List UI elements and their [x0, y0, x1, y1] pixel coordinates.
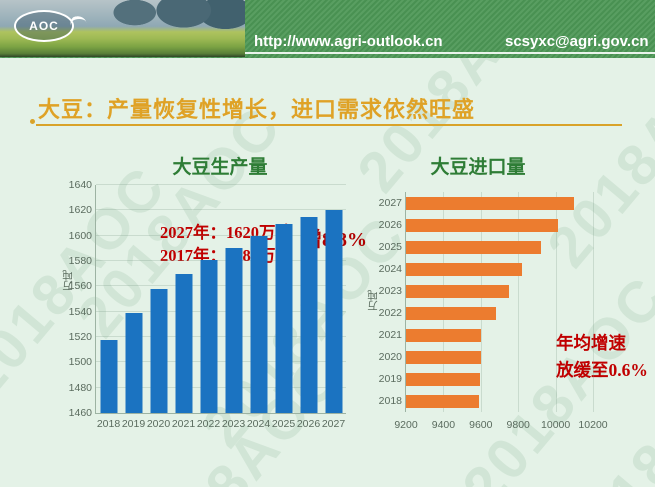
x-tick-9400: 9400 — [431, 419, 456, 431]
import-bar-2027 — [406, 196, 575, 210]
import-annotation: 年均增速 放缓至0.6% — [556, 330, 648, 384]
y-tick-1560: 1560 — [68, 280, 92, 293]
production-bar-2020 — [150, 288, 167, 413]
gridline-y-1540 — [96, 310, 346, 312]
y-tick-1620: 1620 — [68, 204, 92, 217]
x-tick-2026: 2026 — [296, 418, 321, 430]
header-divider — [0, 52, 655, 54]
production-bar-2027 — [325, 210, 342, 413]
y-tick-2025: 2025 — [378, 241, 402, 253]
import-bar-2019 — [406, 372, 480, 386]
import-bar-2024 — [406, 262, 522, 276]
x-tick-10200: 10200 — [578, 419, 608, 431]
gridline-y-1580 — [96, 260, 346, 262]
y-tick-2019: 2019 — [378, 373, 402, 385]
y-tick-2023: 2023 — [378, 285, 402, 297]
x-tick-2021: 2021 — [171, 418, 196, 430]
gridline-y-1600 — [96, 234, 346, 236]
gridline-x-10000 — [555, 192, 557, 412]
gridline-y-1500 — [96, 361, 346, 363]
import-bar-2025 — [406, 240, 541, 254]
import-bar-2020 — [406, 350, 481, 364]
y-tick-2024: 2024 — [378, 263, 402, 275]
production-plot: 2027年：1620万吨 2017年：1489万吨 增8.8% 14601480… — [69, 179, 367, 430]
import-bar-2022 — [406, 306, 496, 320]
production-bar-2023 — [225, 248, 242, 413]
production-bar-2026 — [300, 216, 317, 413]
import-annotation-line1: 年均增速 — [556, 333, 626, 353]
gridline-y-1480 — [96, 386, 346, 388]
production-bar-2025 — [275, 224, 292, 413]
x-tick-2020: 2020 — [146, 418, 171, 430]
y-tick-1580: 1580 — [68, 255, 92, 268]
y-tick-2026: 2026 — [378, 219, 402, 231]
y-tick-1600: 1600 — [68, 229, 92, 242]
import-chart-title: 大豆进口量 — [430, 157, 526, 178]
gridline-y-1620 — [96, 209, 346, 211]
x-tick-2024: 2024 — [246, 418, 271, 430]
import-bar-2021 — [406, 328, 481, 342]
header-url-link[interactable]: http://www.agri-outlook.cn — [254, 33, 443, 50]
header-banner: AOC http://www.agri-outlook.cn scsyxc@ag… — [0, 0, 655, 58]
gridline-x-9600 — [480, 192, 482, 412]
x-tick-9800: 9800 — [506, 419, 530, 431]
gridline-y-1640 — [96, 184, 346, 185]
import-bar-2023 — [406, 284, 509, 298]
production-bar-2024 — [250, 235, 267, 413]
y-tick-1520: 1520 — [68, 331, 92, 344]
y-tick-2020: 2020 — [378, 351, 402, 363]
x-tick-2027: 2027 — [321, 418, 346, 430]
y-tick-2022: 2022 — [378, 307, 402, 319]
gridline-y-1520 — [96, 336, 346, 338]
x-tick-10000: 10000 — [541, 419, 571, 431]
y-tick-2027: 2027 — [378, 197, 402, 209]
aoc-logo: AOC — [14, 10, 74, 42]
x-tick-2018: 2018 — [96, 418, 121, 430]
header-landscape-photo: AOC — [0, 0, 245, 57]
import-plot: 年均增速 放缓至0.6% 9200 9400 9600 9800 10000 10200 2… — [379, 192, 648, 431]
x-tick-9600: 9600 — [469, 419, 493, 431]
production-chart-title: 大豆生产量 — [172, 157, 268, 178]
x-tick-2025: 2025 — [271, 418, 296, 430]
aoc-logo-text: AOC — [29, 19, 59, 33]
x-tick-2022: 2022 — [196, 418, 221, 430]
y-tick-1460: 1460 — [68, 407, 92, 419]
gridline-x-9400 — [443, 192, 445, 412]
import-bar-2018 — [406, 394, 479, 408]
import-bar-2026 — [406, 218, 558, 232]
import-chart-panel: 大豆进口量 万吨 年均增速 放缓至0.6% 9200 9400 9600 9800 10… — [363, 150, 655, 442]
production-chart-panel: 大豆生产量 万吨 2027年：1620万吨 2017年：1489万吨 增8.8%… — [60, 150, 367, 442]
title-underline-dot — [30, 119, 35, 124]
title-underline — [36, 124, 622, 126]
production-bar-2019 — [125, 312, 142, 413]
x-tick-2023: 2023 — [221, 418, 246, 430]
production-bar-2021 — [175, 273, 192, 413]
gridline-x-10200 — [593, 192, 595, 412]
y-tick-1480: 1480 — [68, 381, 92, 394]
y-tick-2021: 2021 — [378, 329, 402, 341]
production-annotation-2027: 2027年：1620万吨 — [160, 223, 292, 242]
x-tick-9200: 9200 — [394, 419, 418, 431]
import-annotation-line2: 放缓至0.6% — [556, 360, 648, 381]
x-tick-2019: 2019 — [121, 418, 146, 430]
gridline-y-1560 — [96, 285, 346, 287]
slide-title: 大豆：产量恢复性增长，进口需求依然旺盛 — [38, 97, 476, 122]
y-tick-2018: 2018 — [378, 395, 402, 407]
y-tick-1640: 1640 — [68, 179, 92, 191]
gridline-x-9800 — [518, 192, 520, 412]
y-tick-1500: 1500 — [68, 356, 92, 369]
production-bar-2022 — [200, 259, 217, 413]
y-tick-1540: 1540 — [68, 305, 92, 318]
production-bar-2018 — [100, 339, 117, 413]
header-email-link[interactable]: scsyxc@agri.gov.cn — [505, 33, 649, 50]
